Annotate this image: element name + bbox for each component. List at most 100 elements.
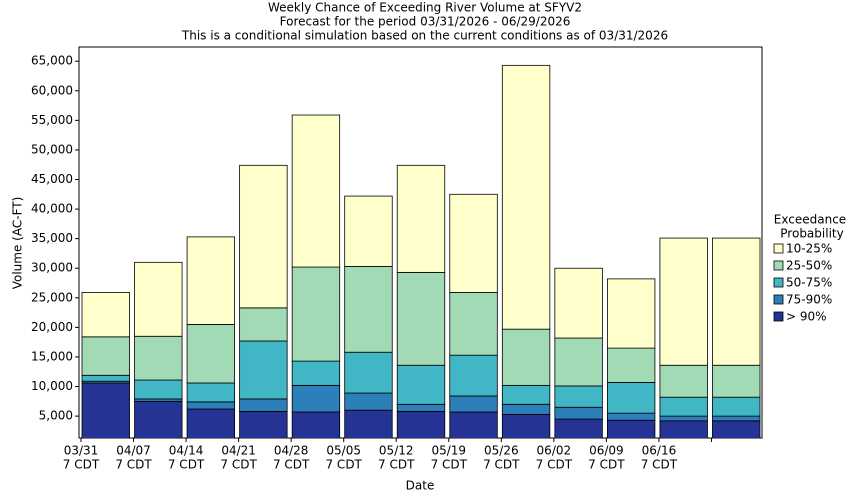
bar-segment: [501, 328, 551, 386]
y-tick-label: 20,000: [31, 320, 73, 334]
legend-swatch: [773, 260, 784, 271]
x-tick-label: 04/14: [169, 444, 204, 458]
y-tick-label: 5,000: [39, 409, 73, 423]
bar-segment: [396, 164, 446, 273]
bar-segment: [659, 396, 708, 417]
bar-segment: [501, 64, 551, 330]
bar-segment: [396, 403, 446, 412]
bar-segment: [606, 419, 656, 438]
x-tick-sublabel: 7 CDT: [588, 458, 625, 472]
legend-swatch: [773, 277, 784, 288]
legend-title: Exceedance: [774, 213, 846, 227]
x-tick-sublabel: 7 CDT: [273, 458, 310, 472]
bar-segment: [712, 364, 761, 398]
bar-segment: [239, 307, 288, 342]
bar-segment: [186, 401, 236, 410]
x-tick-label: 04/28: [274, 444, 309, 458]
bar-segment: [606, 412, 656, 421]
bar-segment: [344, 409, 393, 438]
legend-label: 25-50%: [786, 259, 832, 273]
x-tick-label: 05/26: [484, 444, 519, 458]
chart-title: Weekly Chance of Exceeding River Volume …: [268, 1, 582, 15]
x-tick-label: 05/12: [379, 444, 414, 458]
bar-segment: [659, 364, 708, 398]
bar-segment: [554, 267, 603, 339]
x-tick-label: 03/31: [64, 444, 99, 458]
bar-segment: [396, 364, 446, 405]
bar-segment: [186, 236, 236, 325]
chart-subtitle: This is a conditional simulation based o…: [181, 29, 668, 43]
bar-segment: [606, 381, 656, 414]
x-tick-label: 05/19: [431, 444, 466, 458]
bar-segment: [659, 415, 708, 422]
x-axis-label: Date: [406, 479, 435, 493]
bar-segment: [291, 266, 341, 362]
y-tick-label: 65,000: [31, 54, 73, 68]
bar-segment: [449, 292, 498, 356]
bar-segment: [239, 398, 288, 412]
bar-segment: [659, 420, 708, 438]
y-tick-label: 40,000: [31, 202, 73, 216]
x-tick-label: 06/16: [642, 444, 677, 458]
bar-segment: [186, 382, 236, 403]
y-tick-label: 35,000: [31, 231, 73, 245]
x-tick-sublabel: 7 CDT: [63, 458, 100, 472]
bar-segment: [606, 278, 656, 349]
x-tick-sublabel: 7 CDT: [378, 458, 415, 472]
x-tick-label: 06/09: [589, 444, 624, 458]
bar-segment: [712, 415, 761, 422]
x-tick-sublabel: 7 CDT: [536, 458, 573, 472]
bar-segment: [186, 408, 236, 438]
y-tick-label: 25,000: [31, 290, 73, 304]
legend-title: Probability: [780, 227, 843, 241]
bar-segment: [134, 261, 183, 337]
bar-segment: [291, 411, 341, 438]
x-tick-label: 04/07: [116, 444, 151, 458]
x-tick-sublabel: 7 CDT: [483, 458, 520, 472]
x-tick-label: 05/05: [326, 444, 361, 458]
bar-segment: [134, 379, 183, 400]
x-tick-label: 06/02: [537, 444, 572, 458]
bar-segment: [291, 360, 341, 386]
x-tick-sublabel: 7 CDT: [220, 458, 257, 472]
bar-segment: [501, 403, 551, 415]
legend-label: 75-90%: [786, 293, 832, 307]
bar-segment: [712, 396, 761, 417]
x-tick-sublabel: 7 CDT: [325, 458, 362, 472]
chart-subtitle: Forecast for the period 03/31/2026 - 06/…: [280, 15, 571, 29]
bar-segment: [606, 347, 656, 383]
y-tick-label: 45,000: [31, 172, 73, 186]
bar-segment: [449, 395, 498, 413]
bar-segment: [239, 164, 288, 309]
bar-segment: [134, 400, 183, 438]
legend-swatch: [773, 311, 784, 322]
bars: [81, 64, 761, 438]
bar-segment: [81, 374, 130, 382]
bar-segment: [344, 266, 393, 353]
y-tick-label: 15,000: [31, 349, 73, 363]
bar-segment: [344, 195, 393, 267]
bar-segment: [344, 392, 393, 411]
bar-segment: [449, 354, 498, 397]
bar-segment: [449, 411, 498, 438]
y-tick-label: 55,000: [31, 113, 73, 127]
bar-segment: [501, 413, 551, 438]
bar-segment: [81, 382, 130, 438]
y-tick-label: 10,000: [31, 379, 73, 393]
bar-segment: [291, 114, 341, 268]
legend-swatch: [773, 243, 784, 254]
x-tick-label: 04/21: [221, 444, 256, 458]
legend-label: 10-25%: [786, 242, 832, 256]
legend-swatch: [773, 294, 784, 305]
x-tick-sublabel: 7 CDT: [431, 458, 468, 472]
y-tick-label: 50,000: [31, 142, 73, 156]
bar-segment: [239, 340, 288, 400]
x-tick-sublabel: 7 CDT: [641, 458, 678, 472]
bar-segment: [501, 384, 551, 405]
y-axis-label: Volume (AC-FT): [11, 197, 25, 290]
bar-segment: [554, 337, 603, 387]
bar-segment: [554, 385, 603, 408]
bar-segment: [396, 271, 446, 366]
y-tick-label: 30,000: [31, 261, 73, 275]
